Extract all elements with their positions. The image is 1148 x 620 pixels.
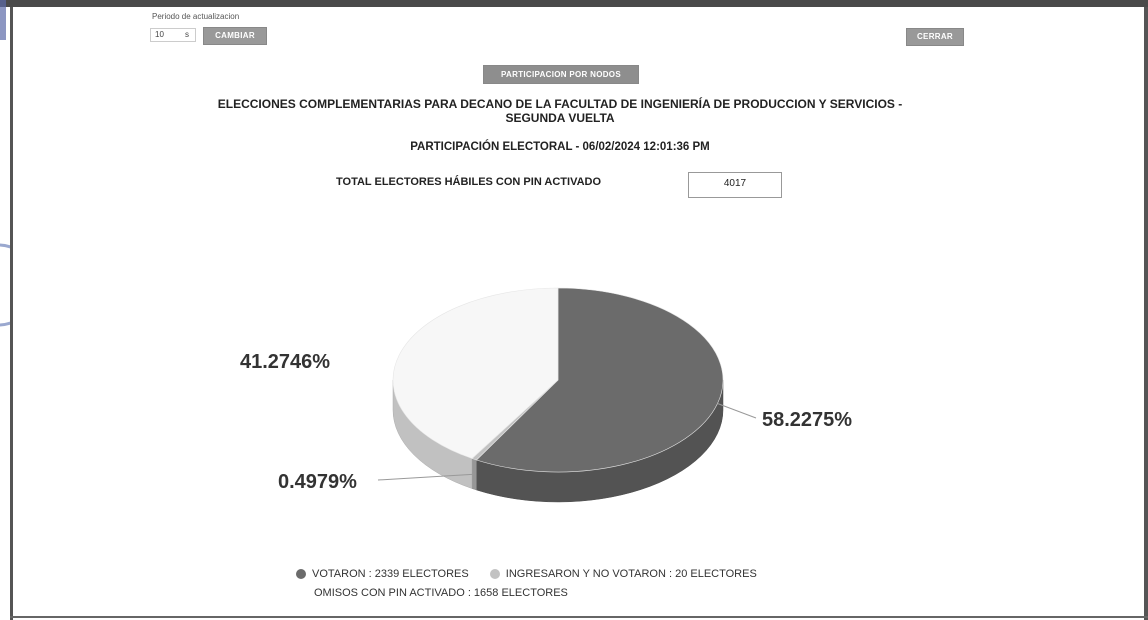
report-subtitle: PARTICIPACIÓN ELECTORAL - 06/02/2024 12:…	[410, 141, 710, 153]
stamp-mark	[0, 0, 10, 327]
pie-slice-1[interactable]	[475, 287, 724, 473]
pie-leader-line-2	[377, 473, 475, 481]
refresh-period-label: Periodo de actualizacion	[152, 12, 240, 21]
close-button[interactable]: CERRAR	[906, 28, 964, 46]
refresh-period-unit: s	[185, 30, 189, 39]
pie-label-1: 58.2275%	[762, 409, 852, 431]
pie-label-3: 41.2746%	[240, 351, 330, 373]
legend-item-voted[interactable]: VOTARON : 2339 ELECTORES	[296, 568, 469, 580]
report-title-line2: SEGUNDA VUELTA	[505, 111, 615, 125]
legend-item-entered-not-voted[interactable]: INGRESARON Y NO VOTARON : 20 ELECTORES	[489, 568, 757, 580]
window-bottom-border	[10, 616, 1148, 618]
pie-label-2: 0.4979%	[278, 471, 357, 493]
window-top-border	[0, 0, 1148, 7]
legend-label-omitted: OMISOS CON PIN ACTIVADO : 1658 ELECTORES	[314, 587, 568, 599]
refresh-period-input[interactable]: 10 s	[150, 28, 196, 42]
report-title: ELECCIONES COMPLEMENTARIAS PARA DECANO D…	[160, 97, 960, 125]
pie-leader-line-1	[717, 403, 757, 419]
total-electors-label: TOTAL ELECTORES HÁBILES CON PIN ACTIVADO	[336, 176, 602, 188]
legend-swatch-entered-not-voted	[489, 569, 500, 579]
legend-item-omitted[interactable]: OMISOS CON PIN ACTIVADO : 1658 ELECTORES	[314, 587, 568, 599]
pie-slice-3[interactable]	[392, 287, 559, 459]
window-right-border	[1144, 7, 1148, 620]
legend-label-entered-not-voted: INGRESARON Y NO VOTARON : 20 ELECTORES	[505, 568, 757, 580]
total-electors-value: 4017	[688, 172, 782, 198]
refresh-period-value: 10	[155, 30, 164, 39]
legend-swatch-voted	[296, 569, 306, 579]
report-title-line1: ELECCIONES COMPLEMENTARIAS PARA DECANO D…	[217, 97, 903, 111]
change-button[interactable]: CAMBIAR	[203, 27, 267, 45]
chart-legend: VOTARON : 2339 ELECTORES INGRESARON Y NO…	[296, 568, 775, 599]
window-left-border	[10, 7, 13, 620]
participation-by-nodes-button[interactable]: PARTICIPACION POR NODOS	[483, 65, 639, 84]
legend-label-voted: VOTARON : 2339 ELECTORES	[312, 568, 469, 580]
